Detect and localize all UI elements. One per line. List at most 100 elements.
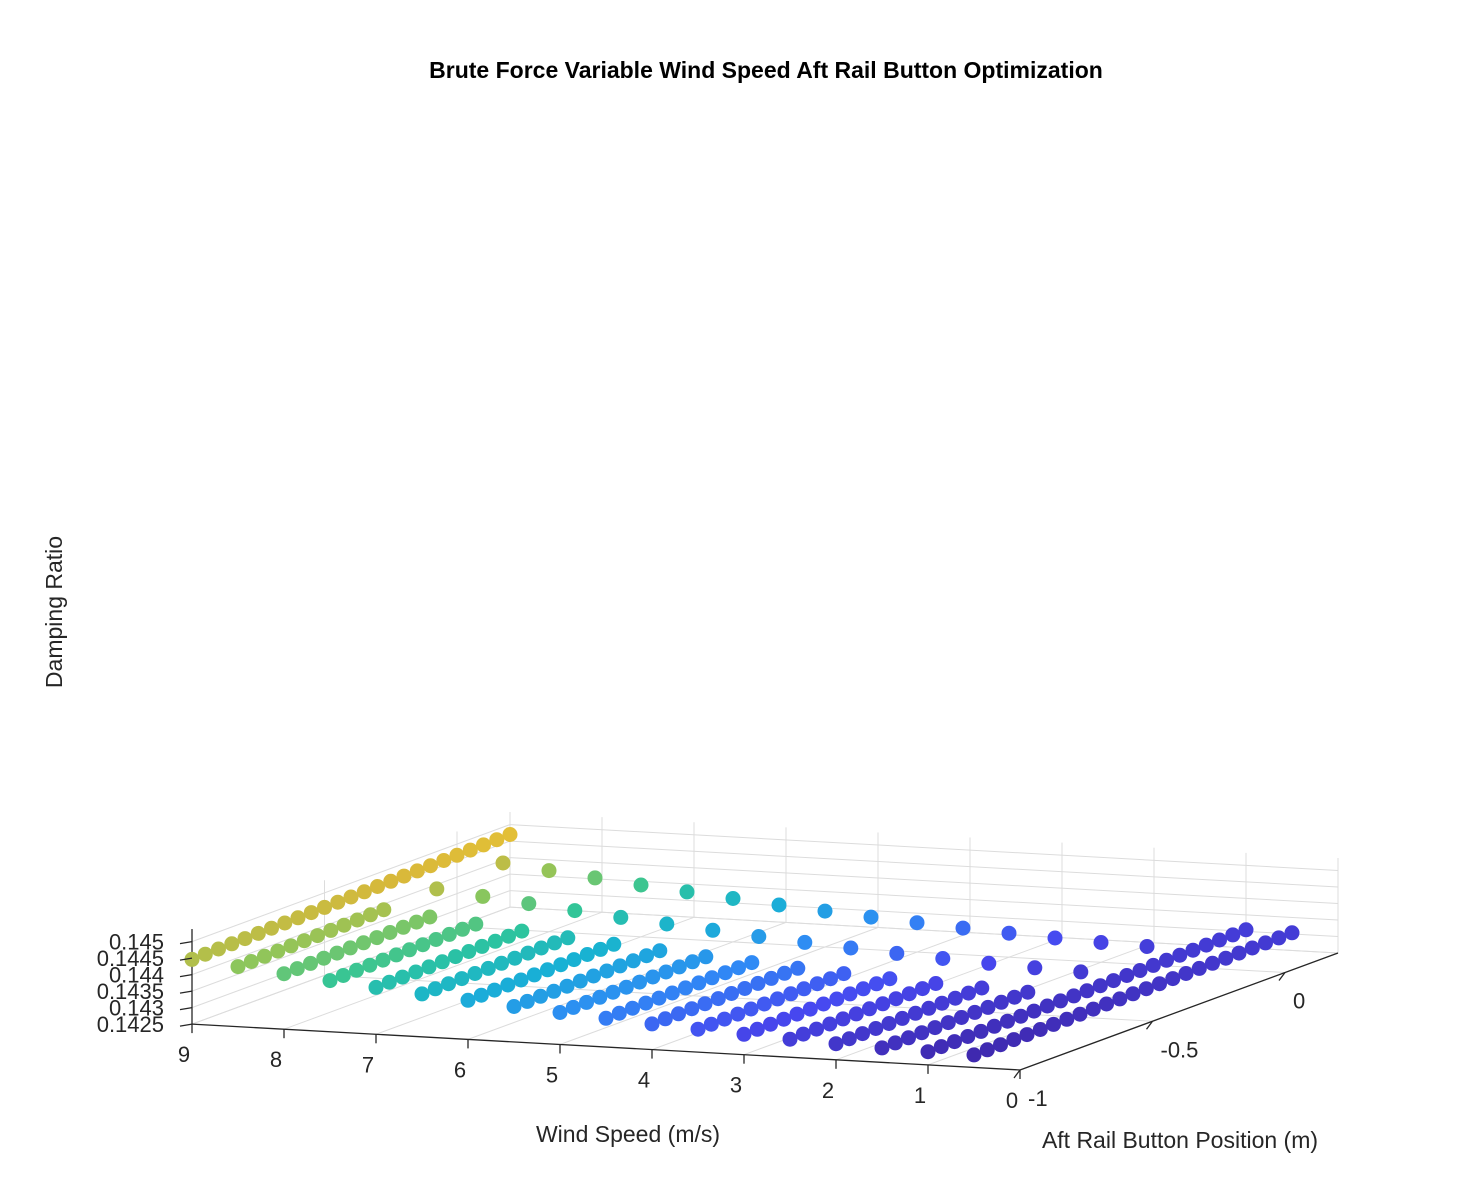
data-point (514, 923, 530, 939)
data-point (546, 983, 562, 999)
data-point (592, 989, 608, 1005)
data-point (296, 933, 312, 949)
data-point (1145, 957, 1161, 973)
data-point (882, 971, 898, 987)
data-point (421, 959, 437, 975)
data-point (388, 947, 404, 963)
data-point (652, 943, 668, 959)
data-point (869, 976, 884, 992)
data-point (460, 992, 476, 1008)
data-points (184, 827, 1300, 1063)
data-point (736, 1026, 752, 1042)
data-point (789, 1006, 805, 1022)
data-point (737, 981, 753, 996)
data-point (828, 1036, 844, 1052)
tick-labels: 9 8 7 6 5 4 3 2 1 0 -1-0.500.14250.1430.14350.1440… (97, 930, 1306, 1113)
data-point (1026, 1003, 1042, 1019)
data-point (645, 969, 661, 985)
data-point (1112, 991, 1128, 1007)
data-point (967, 1004, 983, 1020)
data-point (1212, 932, 1227, 948)
data-point (1119, 968, 1135, 983)
data-point (1000, 1013, 1015, 1029)
x-tick-label: 9 (178, 1042, 190, 1067)
data-point (335, 968, 351, 983)
data-point (526, 967, 542, 983)
data-point (1271, 930, 1287, 946)
data-point (796, 981, 812, 997)
data-point (560, 930, 576, 946)
data-point (797, 934, 813, 950)
data-point (651, 990, 667, 1006)
x-tick-label: 8 (270, 1047, 282, 1072)
data-point (197, 946, 213, 962)
data-point (429, 881, 445, 897)
data-point (383, 873, 399, 889)
data-point (277, 915, 293, 931)
data-point (289, 961, 305, 977)
data-point (841, 1031, 857, 1047)
data-point (434, 954, 450, 970)
data-point (468, 916, 484, 932)
data-point (507, 950, 523, 966)
z-tick-label: 0.144 (109, 963, 164, 988)
data-point (368, 979, 384, 995)
data-point (1007, 989, 1022, 1005)
data-point (1238, 922, 1254, 938)
x-tick-label: 3 (730, 1073, 742, 1098)
data-point (448, 949, 463, 965)
data-point (322, 973, 338, 989)
data-point (618, 979, 634, 995)
data-point (270, 943, 286, 959)
data-point (993, 994, 1009, 1010)
data-point (441, 976, 456, 992)
data-point (730, 1006, 746, 1022)
data-point (606, 936, 622, 952)
data-point (829, 991, 845, 1007)
data-point (1019, 1027, 1035, 1043)
data-point (1139, 939, 1155, 954)
data-point (599, 963, 615, 979)
data-point (979, 1042, 995, 1058)
data-point (572, 973, 588, 989)
data-point (369, 930, 385, 946)
data-point (396, 868, 412, 884)
data-point (1092, 978, 1108, 994)
data-point (553, 957, 569, 973)
chart-title: Brute Force Variable Wind Speed Aft Rail… (429, 57, 1103, 83)
data-point (1099, 996, 1114, 1012)
data-point (782, 1031, 798, 1047)
data-point (717, 965, 733, 981)
x-tick-label: 6 (454, 1057, 466, 1082)
data-point (349, 962, 364, 978)
data-point (703, 1016, 719, 1032)
data-point (1244, 940, 1260, 956)
data-point (330, 894, 346, 910)
data-point (1231, 945, 1247, 961)
data-point (547, 935, 562, 951)
data-point (342, 940, 358, 956)
data-point (935, 951, 951, 966)
data-point (671, 1006, 686, 1022)
data-point (777, 965, 792, 981)
x-tick-label: 2 (822, 1078, 834, 1103)
data-point (428, 932, 444, 947)
data-point (771, 897, 787, 913)
data-point (501, 928, 516, 944)
data-point (659, 916, 675, 932)
data-point (842, 986, 858, 1002)
data-point (684, 1001, 700, 1017)
data-point (776, 1011, 792, 1027)
data-point (698, 949, 714, 965)
data-point (1225, 927, 1241, 943)
data-point (843, 940, 859, 956)
data-point (704, 970, 720, 986)
data-point (519, 993, 535, 1009)
data-point (795, 1026, 811, 1042)
data-point (875, 996, 891, 1012)
data-point (237, 931, 253, 947)
data-point (855, 1026, 870, 1042)
data-point (362, 957, 378, 973)
data-point (1039, 998, 1055, 1014)
